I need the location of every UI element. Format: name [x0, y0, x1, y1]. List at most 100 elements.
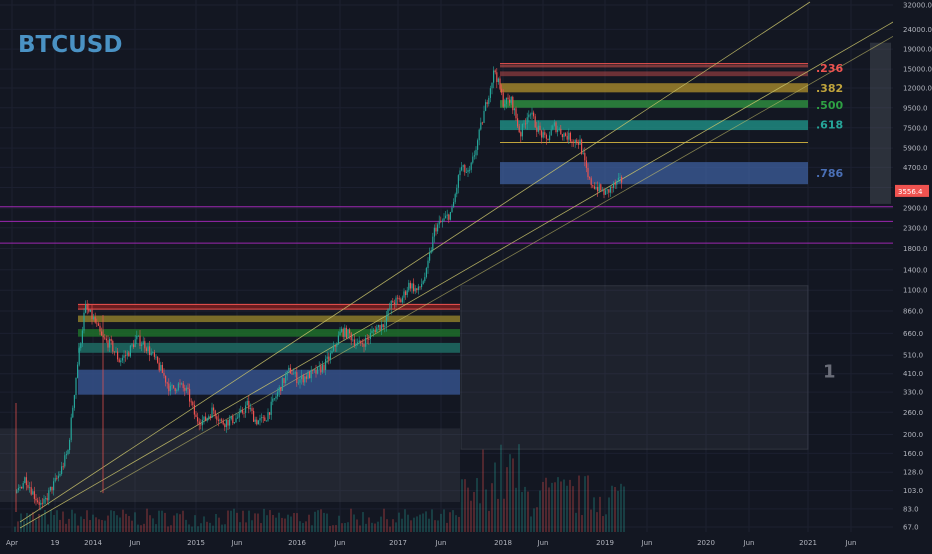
fib-band-2014 [78, 342, 460, 353]
volume-bar [158, 510, 160, 532]
candle-body [467, 170, 469, 173]
candle-body [289, 367, 291, 374]
volume-bar [449, 512, 451, 532]
volume-bar [245, 522, 247, 532]
candle-body [486, 102, 488, 104]
candle-body [581, 139, 583, 154]
candle-body [611, 186, 613, 188]
candle-body [597, 186, 599, 192]
candle-body [552, 125, 554, 130]
candle-body [285, 375, 287, 383]
candle-body [259, 418, 261, 421]
volume-bar [560, 481, 562, 532]
candle-body [569, 132, 571, 142]
volume-bar [62, 511, 64, 532]
volume-bar [113, 511, 115, 532]
volume-bar [578, 475, 580, 532]
candle-body [457, 175, 459, 188]
volume-bar [179, 514, 181, 532]
candle-body [91, 309, 93, 319]
candle-body [446, 214, 448, 216]
candle-body [616, 180, 618, 185]
candle-body [136, 335, 138, 340]
candle-body [233, 422, 235, 424]
candle-body [173, 385, 175, 389]
candle-body [403, 291, 405, 298]
volume-bar [122, 509, 124, 532]
volume-bar [524, 486, 526, 532]
volume-bar [425, 511, 427, 532]
candle-body [328, 356, 330, 360]
candle-body [305, 376, 307, 379]
x-tick-label: 19 [51, 539, 60, 547]
candle-body [475, 149, 477, 156]
candle-body [472, 156, 474, 163]
candle-body [563, 133, 565, 138]
volume-bar [617, 490, 619, 532]
candle-body [181, 383, 183, 385]
volume-bar [119, 517, 121, 532]
candle-body [525, 123, 527, 125]
candle-body [534, 116, 536, 128]
volume-bar [248, 510, 250, 532]
volume-bar [41, 514, 43, 532]
candle-body [613, 182, 615, 188]
candle-body [129, 345, 131, 357]
candle-body [257, 420, 259, 425]
candle-body [315, 369, 317, 374]
candle-body [65, 454, 67, 456]
volume-bar [440, 513, 442, 532]
candle-body [437, 224, 439, 232]
volume-bar [602, 516, 604, 532]
candle-body [576, 139, 578, 144]
y-tick-label: 15000.0 [903, 66, 932, 74]
candle-body [400, 299, 402, 303]
candle-body [454, 194, 456, 202]
volume-bar [554, 482, 556, 532]
candle-body [294, 372, 296, 374]
volume-bar [188, 524, 190, 532]
volume-bar [161, 510, 163, 532]
candle-body [603, 189, 605, 195]
candle-body [245, 405, 247, 413]
candle-body [547, 138, 549, 141]
volume-bar [614, 486, 616, 532]
volume-bar [509, 454, 511, 532]
candle-body [267, 412, 269, 421]
volume-bar [605, 514, 607, 532]
candle-body [464, 165, 466, 173]
candle-body [545, 134, 547, 139]
x-tick-label: Jun [129, 539, 141, 547]
candle-body [270, 401, 272, 415]
candle-body [465, 172, 467, 173]
candle-body [550, 129, 552, 136]
candle-body [363, 344, 365, 347]
volume-bar [149, 515, 151, 532]
candle-body [115, 351, 117, 353]
candle-body [211, 407, 213, 418]
panel-label: 1 [823, 362, 836, 383]
candle-body [592, 185, 594, 187]
volume-bar [305, 521, 307, 532]
candle-body [302, 375, 304, 383]
volume-bar [419, 514, 421, 532]
candle-body [374, 330, 376, 332]
grid-layer [0, 0, 893, 532]
candle-body [73, 395, 75, 408]
candle-body [528, 114, 530, 118]
volume-bar [584, 476, 586, 532]
volume-bar [23, 520, 25, 532]
y-tick-label: 32000.0 [903, 2, 932, 10]
volume-bar [17, 521, 19, 532]
volume-bar [170, 525, 172, 532]
volume-bar [92, 514, 94, 532]
candle-body [41, 502, 43, 504]
candle-body [160, 364, 162, 371]
candle-body [198, 421, 200, 425]
candle-body [440, 221, 442, 223]
candle-body [614, 182, 616, 185]
candle-body [121, 357, 123, 361]
volume-bar [167, 526, 169, 532]
candle-body [283, 378, 285, 383]
candle-body [310, 370, 312, 379]
